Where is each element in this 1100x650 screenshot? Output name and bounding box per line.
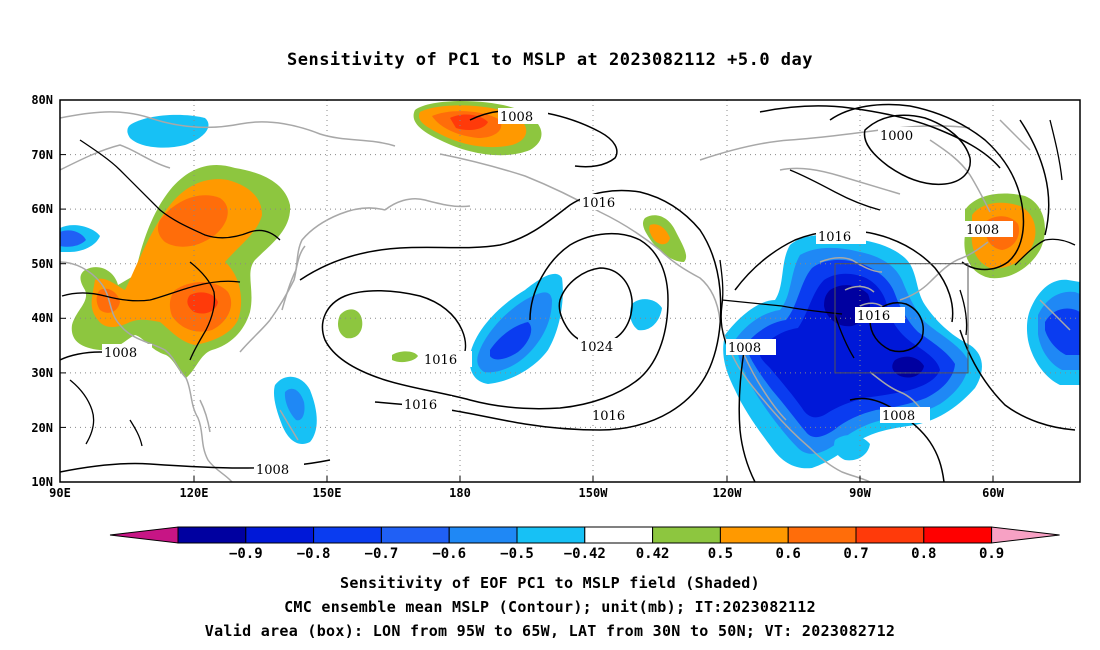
colorbar: −0.9 −0.8 −0.7 −0.6 −0.5 −0.42 0.42 0.5 0.6 0.7 0.…: [109, 526, 1060, 562]
contour-labels: 1008 1000 1016 1008 1016 1016 1024 1008 …: [102, 108, 1013, 478]
axis-ticks: [59, 99, 994, 483]
lon-label-150e: 150E: [313, 486, 342, 500]
contour-label-1008-arctic: 1008: [500, 110, 533, 125]
colorbar-tick-label: −0.5: [500, 546, 534, 562]
colorbar-swatch: [516, 526, 586, 544]
negative-region-philippine-sea: [273, 376, 317, 445]
negative-region-central-pacific: [469, 273, 563, 384]
contour-1008-north-america: [738, 344, 756, 482]
lon-label-90w: 90W: [849, 486, 871, 500]
contour-label-1000: 1000: [880, 129, 913, 144]
lat-label-80n: 80N: [31, 93, 53, 107]
colorbar-swatch: [177, 526, 247, 544]
contour-label-1008-south-china-sea: 1008: [256, 463, 289, 478]
map-frame: [59, 99, 1081, 483]
caption-shaded: Sensitivity of EOF PC1 to MSLP field (Sh…: [340, 574, 760, 592]
contour-outer-east: [1019, 119, 1050, 236]
lat-label-40n: 40N: [31, 311, 53, 325]
negative-region-atlantic-east: [1026, 279, 1080, 385]
colorbar-swatch: [245, 526, 315, 544]
colorbar-swatch: [448, 526, 518, 544]
colorbar-tick-label: 0.7: [843, 546, 868, 562]
lat-label-70n: 70N: [31, 148, 53, 162]
colorbar-swatch: [719, 526, 789, 544]
lat-label-30n: 30N: [31, 366, 53, 380]
colorbar-tick-label: 0.5: [708, 546, 733, 562]
colorbar-tick-label: −0.9: [229, 546, 263, 562]
colorbar-tick-label: −0.7: [365, 546, 399, 562]
colorbar-tick-label: 0.6: [776, 546, 801, 562]
contour-label-1016-west: 1016: [424, 353, 457, 368]
positive-region-pacific-northwest: [642, 215, 687, 262]
contour-label-1008-asia: 1008: [104, 346, 137, 361]
contour-label-1008-labrador: 1008: [966, 223, 999, 238]
contour-1008-south: [849, 397, 945, 482]
lon-label-60w: 60W: [982, 486, 1004, 500]
political-boundaries: [61, 119, 1076, 447]
colorbar-swatch: [380, 526, 450, 544]
negative-patch-central-pacific-east: [630, 299, 662, 331]
caption-contour: CMC ensemble mean MSLP (Contour); unit(m…: [284, 598, 816, 616]
colorbar-tick-label: −0.6: [432, 546, 466, 562]
latitude-labels: 80N 70N 60N 50N 40N 30N 20N 10N: [31, 93, 53, 489]
colorbar-swatch: [787, 526, 857, 544]
contour-outer-arctic: [759, 105, 1001, 169]
colorbar-tick-label: 0.9: [979, 546, 1004, 562]
colorbar-max-triangle: [991, 526, 1060, 544]
lon-label-120e: 120E: [180, 486, 209, 500]
positive-patch-subtropical: [392, 351, 418, 363]
colorbar-swatch: [855, 526, 925, 544]
contour-1016-pacific-high: [321, 232, 669, 410]
lon-label-120w: 120W: [713, 486, 743, 500]
contour-1000-arctic: [863, 114, 971, 186]
contour-label-1008-pacific-coast: 1008: [728, 341, 761, 356]
colorbar-swatch: [923, 526, 993, 544]
coastlines: [60, 111, 1071, 482]
contour-label-1016-southeast: 1016: [592, 409, 625, 424]
contour-north-america-low: [869, 302, 924, 353]
negative-patch-central-america: [834, 435, 870, 461]
lat-label-50n: 50N: [31, 257, 53, 271]
contour-label-1016-box: 1016: [857, 309, 890, 324]
contour-label-1016-canada: 1016: [818, 230, 851, 245]
positive-patch-west-pacific: [338, 309, 363, 339]
colorbar-tick-label: −0.42: [564, 546, 606, 562]
contour-label-1008-gulf: 1008: [882, 409, 915, 424]
colorbar-tick-label: 0.42: [636, 546, 670, 562]
lon-label-150w: 150W: [579, 486, 609, 500]
colorbar-tick-label: 0.8: [911, 546, 936, 562]
colorbar-swatch: [313, 526, 382, 544]
contour-1016-outer: [299, 189, 722, 431]
lat-label-10n: 10N: [31, 475, 53, 489]
colorbar-swatch: [584, 526, 654, 544]
lat-label-20n: 20N: [31, 421, 53, 435]
contour-1016-east: [959, 329, 1076, 431]
positive-region-east-asia: [71, 164, 291, 378]
contour-label-1016-south: 1016: [404, 398, 437, 413]
colorbar-swatch: [652, 526, 721, 544]
valid-area-box: [834, 263, 969, 374]
lon-label-90e: 90E: [49, 486, 71, 500]
lon-label-180: 180: [449, 486, 471, 500]
colorbar-tick-label: −0.8: [297, 546, 331, 562]
contour-1024: [558, 267, 633, 345]
contour-label-1016-north-pacific: 1016: [582, 196, 615, 211]
negative-region-north-america: [723, 235, 982, 469]
longitude-labels: 90E 120E 150E 180 150W 120W 90W 60W: [49, 486, 1004, 500]
map-title: Sensitivity of PC1 to MSLP at 2023082112…: [286, 50, 813, 70]
caption-valid-area: Valid area (box): LON from 95W to 65W, L…: [204, 622, 896, 640]
contour-label-1024: 1024: [580, 340, 613, 355]
negative-patch-arctic: [127, 114, 209, 148]
contour-1008-greenland: [829, 103, 1025, 271]
shaded-sensitivity-layer: [60, 101, 1080, 469]
contour-1016-north-america: [734, 229, 954, 323]
colorbar-min-triangle: [109, 526, 179, 544]
lat-label-60n: 60N: [31, 202, 53, 216]
